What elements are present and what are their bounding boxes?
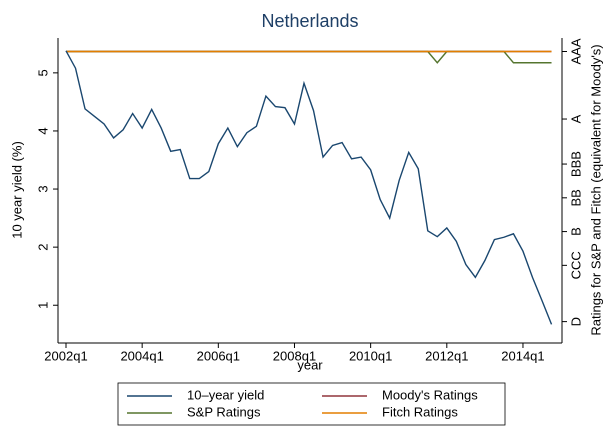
x-tick-label: 2010q1 [349, 348, 392, 363]
legend-box [117, 382, 506, 426]
y-tick-label: 4 [35, 127, 50, 134]
y-tick-label: 5 [35, 69, 50, 76]
legend-label: S&P Ratings [187, 404, 261, 419]
x-axis-label: year [297, 357, 323, 372]
y2-tick-label: BB [568, 189, 583, 206]
y2-tick-label: A [568, 114, 583, 123]
x-tick-label: 2006q1 [197, 348, 240, 363]
legend-label: Moody's Ratings [382, 387, 478, 402]
series-line [65, 50, 552, 64]
legend-label: Fitch Ratings [382, 404, 458, 419]
y2-tick-label: D [568, 317, 583, 326]
y-tick-label: 1 [35, 302, 50, 309]
x-tick-label: 2012q1 [425, 348, 468, 363]
y2-tick-label: AAA [568, 38, 583, 64]
y-axis-label: 10 year yield (%) [9, 141, 24, 239]
chart-title: Netherlands [261, 11, 358, 31]
y-tick-label: 3 [35, 185, 50, 192]
x-tick-label: 2004q1 [120, 348, 163, 363]
y2-axis-label: Ratings for S&P and Fitch (equivalent fo… [588, 44, 603, 335]
y2-tick-label: CCC [568, 251, 583, 279]
series-line [65, 50, 553, 325]
legend-label: 10–year yield [187, 387, 264, 402]
y-tick-label: 2 [35, 244, 50, 251]
x-tick-label: 2008q1 [273, 348, 316, 363]
x-tick-label: 2014q1 [501, 348, 544, 363]
y2-tick-label: BBB [568, 151, 583, 177]
y2-tick-label: B [568, 227, 583, 236]
x-tick-label: 2002q1 [44, 348, 87, 363]
